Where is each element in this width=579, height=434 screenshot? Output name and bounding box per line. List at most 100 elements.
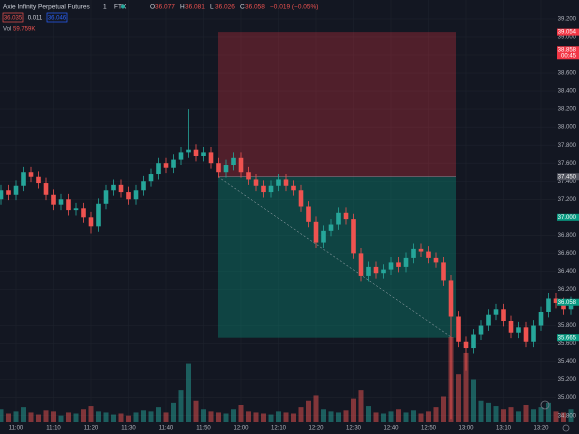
price-label-box: [557, 334, 579, 342]
candle-body: [163, 163, 169, 168]
candle-body: [313, 221, 319, 243]
candle-body: [103, 190, 109, 204]
y-tick-label: 38.400: [558, 89, 577, 95]
candle-body: [81, 208, 86, 218]
volume-bar: [366, 406, 371, 422]
volume-bar: [201, 409, 206, 422]
volume-bar: [36, 414, 41, 422]
quote-value: 36.046: [48, 16, 67, 22]
candle-body: [478, 325, 484, 335]
candle-body: [51, 194, 56, 205]
candle-body: [193, 149, 199, 156]
volume-bar: [381, 413, 386, 422]
candle-body: [321, 230, 326, 243]
volume-bar: [313, 395, 319, 422]
volume-bar: [553, 411, 559, 422]
candle-body: [418, 248, 424, 252]
volume-bar: [73, 413, 79, 422]
candle-body: [283, 179, 289, 186]
volume-bar: [118, 413, 124, 422]
candle-body: [336, 212, 341, 225]
volume-bar: [156, 407, 161, 422]
legend-key: C: [240, 4, 245, 11]
volume-bar: [163, 412, 169, 422]
price-label-box: [557, 28, 579, 36]
volume-label: Vol: [3, 27, 11, 33]
volume-bar: [568, 409, 574, 422]
price-label-box: [557, 213, 579, 221]
legend-key: O: [150, 4, 155, 11]
y-tick-label: 38.000: [558, 125, 577, 131]
volume-bar: [6, 413, 11, 422]
price-label-box: [557, 298, 579, 306]
volume-bar: [306, 400, 311, 422]
x-tick-label: 12:30: [346, 426, 362, 432]
price-label-box: [557, 46, 579, 60]
settings-icon[interactable]: [540, 400, 550, 410]
y-tick-label: 39.000: [558, 35, 577, 41]
x-tick-label: 11:10: [46, 426, 61, 432]
x-tick-label: 11:20: [84, 426, 99, 432]
legend-key: L: [210, 4, 214, 11]
candle-body: [238, 157, 244, 173]
volume-bar: [493, 406, 499, 422]
volume-bar: [396, 409, 401, 422]
volume-bar: [328, 411, 334, 422]
exchange: FTX: [114, 4, 127, 11]
x-tick-label: 11:30: [121, 426, 136, 432]
volume-bar: [148, 411, 154, 422]
volume-bar: [321, 409, 326, 422]
volume-bar: [523, 405, 529, 422]
settings-icon[interactable]: [562, 424, 570, 432]
y-tick-label: 35.000: [558, 395, 577, 401]
y-tick-label: 35.800: [558, 323, 577, 329]
volume-bar: [178, 390, 184, 422]
candle-body: [231, 157, 236, 166]
volume-bar: [283, 412, 289, 422]
candle-body: [306, 206, 311, 222]
volume-bar: [21, 407, 26, 422]
volume-bar: [253, 412, 259, 422]
volume-bar: [531, 409, 536, 422]
volume-bar: [508, 407, 514, 422]
candle-body: [6, 190, 11, 195]
volume-bar: [186, 363, 191, 422]
volume-bar: [261, 413, 266, 422]
candle-body: [426, 251, 431, 258]
candle-body: [373, 266, 379, 274]
interval: 1: [103, 4, 107, 11]
candle-body: [531, 325, 536, 342]
legend-change: −0.019 (−0.05%): [270, 4, 318, 11]
candle-body: [456, 316, 461, 342]
candle-body: [471, 334, 476, 349]
y-tick-label: 38.200: [558, 107, 577, 113]
candle-body: [403, 257, 409, 267]
x-tick-label: 11:40: [159, 426, 174, 432]
candle-body: [201, 152, 206, 156]
candle-body: [111, 184, 116, 191]
candle-body: [246, 172, 251, 180]
y-tick-label: 36.600: [558, 251, 577, 257]
volume-bar: [433, 407, 439, 422]
price-label: 37.000: [558, 215, 577, 221]
volume-value: 59.759K: [13, 27, 35, 33]
volume-bar: [96, 411, 101, 422]
x-tick-label: 13:10: [496, 426, 512, 432]
volume-bar: [66, 412, 71, 422]
candle-body: [396, 262, 401, 267]
volume-bar: [88, 406, 94, 422]
candle-body: [216, 163, 221, 173]
candle-body: [126, 192, 131, 200]
quote-box: [46, 12, 68, 23]
candle-body: [141, 181, 146, 191]
candle-body: [118, 184, 124, 193]
volume-bar: [418, 413, 424, 422]
candle-body: [186, 149, 191, 153]
volume-bar: [538, 407, 544, 422]
y-tick-label: 35.400: [558, 359, 577, 365]
y-tick-label: 36.800: [558, 233, 577, 239]
candle-body: [381, 269, 386, 274]
candle-body: [73, 208, 79, 211]
candle-body: [36, 176, 41, 184]
volume-bar: [133, 412, 139, 422]
